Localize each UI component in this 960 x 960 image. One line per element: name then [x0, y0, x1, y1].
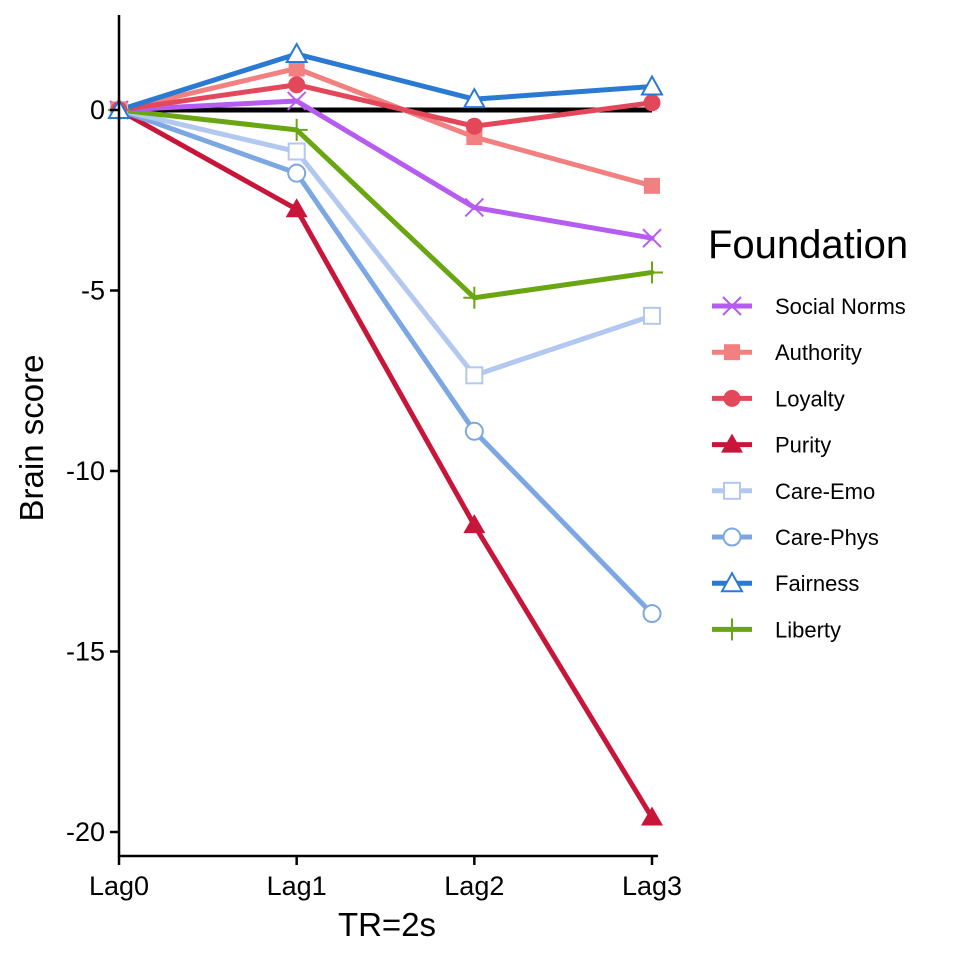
- data-point-fairness: [640, 74, 664, 96]
- legend-marker: [722, 527, 742, 547]
- data-point-liberty: [641, 261, 663, 284]
- data-point-care-phys: [642, 604, 662, 624]
- series-line-loyalty: [116, 82, 655, 129]
- legend-label: Loyalty: [775, 386, 845, 411]
- data-point-loyalty: [288, 76, 306, 94]
- legend-item-authority: Authority: [712, 340, 862, 365]
- legend-marker: [723, 481, 741, 500]
- data-point-social-norms: [286, 91, 307, 111]
- legend-item-purity: Purity: [712, 433, 831, 458]
- axes: 0 -5 -10 -15 -20 Lag0 Lag1 Lag2 Lag3: [66, 15, 682, 901]
- legend-label: Social Norms: [775, 294, 906, 319]
- y-tick-label: -15: [66, 637, 105, 667]
- legend-item-care-emo: Care-Emo: [712, 479, 875, 504]
- legend-marker: [724, 344, 740, 361]
- series-line-care-emo: [116, 107, 655, 378]
- legend-label: Care-Emo: [775, 479, 875, 504]
- legend: Foundation Social Norms Authority Loyalty P…: [708, 223, 908, 642]
- legend-item-care-phys: Care-Phys: [712, 525, 879, 550]
- legend-label: Care-Phys: [775, 525, 879, 550]
- x-axis-title: TR=2s: [338, 906, 436, 943]
- data-point-liberty: [463, 286, 486, 309]
- data-point-purity: [463, 514, 486, 534]
- series-line-care-phys: [116, 107, 655, 617]
- legend-label: Purity: [775, 433, 831, 458]
- legend-label: Fairness: [775, 571, 859, 596]
- legend-marker: [722, 296, 742, 316]
- data-point-social-norms: [464, 197, 485, 218]
- data-point-social-norms: [642, 228, 662, 248]
- series-line-liberty: [116, 107, 655, 301]
- x-tick-label: Lag1: [267, 871, 327, 901]
- series-line-fairness: [116, 51, 655, 113]
- data-point-care-emo: [465, 366, 484, 385]
- legend-label: Liberty: [775, 617, 841, 642]
- data-point-authority: [288, 60, 305, 77]
- legend-marker: [721, 433, 743, 453]
- data-point-purity: [285, 198, 308, 218]
- data-point-liberty: [285, 118, 308, 141]
- data-point-fairness: [462, 87, 487, 109]
- plot-area: [107, 41, 664, 826]
- legend-title: Foundation: [708, 223, 908, 267]
- legend-item-fairness: Fairness: [712, 571, 859, 596]
- y-tick-label: 0: [90, 95, 105, 125]
- data-point-loyalty: [465, 117, 483, 135]
- y-tick-label: -20: [66, 817, 105, 847]
- legend-marker: [720, 571, 744, 593]
- data-point-purity: [641, 806, 663, 826]
- x-tick-label: Lag2: [444, 871, 504, 901]
- data-point-authority: [644, 177, 660, 194]
- y-tick-label: -5: [81, 276, 105, 306]
- series-line-social-norms: [116, 98, 655, 241]
- legend-item-liberty: Liberty: [712, 617, 841, 642]
- data-point-care-emo: [287, 142, 306, 161]
- legend-marker: [721, 618, 743, 641]
- legend-item-social-norms: Social Norms: [712, 294, 906, 319]
- data-point-fairness: [284, 41, 309, 64]
- y-tick-label: -10: [66, 456, 105, 486]
- data-point-care-emo: [643, 306, 661, 325]
- series-line-purity: [116, 107, 655, 821]
- legend-label: Authority: [775, 340, 862, 365]
- data-point-loyalty: [643, 94, 661, 112]
- x-tick-label: Lag3: [622, 871, 682, 901]
- series-line-authority: [116, 65, 655, 189]
- data-point-care-phys: [287, 163, 307, 183]
- x-tick-label: Lag0: [89, 871, 149, 901]
- legend-item-loyalty: Loyalty: [712, 386, 845, 411]
- y-axis-title: Brain score: [13, 355, 50, 522]
- legend-marker: [723, 389, 741, 407]
- data-point-care-phys: [464, 421, 484, 441]
